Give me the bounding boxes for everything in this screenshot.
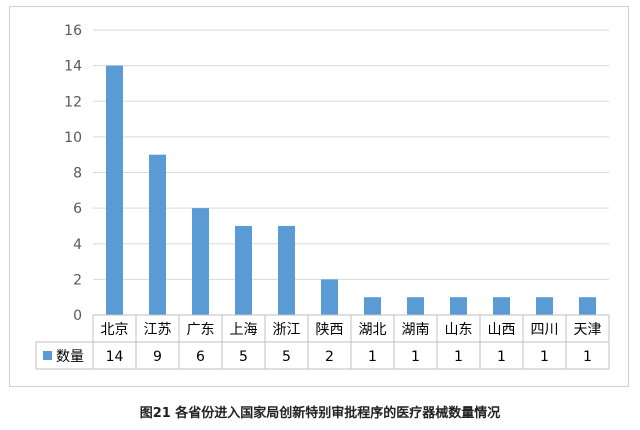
y-tick-label: 6: [73, 201, 82, 217]
category-label: 天津: [574, 322, 602, 338]
bar: [106, 65, 123, 315]
bar: [149, 154, 166, 315]
figure-caption: 图21 各省份进入国家局创新特别审批程序的医疗器械数量情况: [139, 406, 501, 421]
category-label: 山东: [445, 322, 473, 338]
data-label: 1: [583, 349, 592, 365]
y-tick-label: 12: [64, 94, 82, 110]
category-label: 广东: [187, 322, 215, 338]
legend-swatch: [43, 351, 52, 360]
category-label: 陕西: [316, 322, 344, 338]
y-tick-label: 4: [73, 237, 82, 253]
y-tick-label: 0: [73, 308, 82, 324]
category-label: 江苏: [144, 322, 172, 338]
data-label: 9: [153, 349, 162, 365]
data-label: 1: [540, 349, 549, 365]
y-axis-ticks: 0 2 4 6 8 10 12 14 16: [64, 23, 82, 324]
bar: [235, 225, 252, 315]
category-label: 湖北: [359, 322, 387, 338]
category-label: 山西: [488, 322, 516, 338]
bar: [579, 297, 596, 315]
bar: [364, 297, 381, 315]
bar: [407, 297, 424, 315]
bar: [192, 208, 209, 315]
bars: [106, 65, 596, 315]
y-tick-label: 2: [73, 272, 82, 288]
data-label: 1: [368, 349, 377, 365]
y-tick-label: 10: [64, 130, 82, 146]
data-label: 6: [196, 349, 205, 365]
category-label: 北京: [101, 322, 129, 338]
bar: [493, 297, 510, 315]
bar: [536, 297, 553, 315]
bar: [278, 225, 295, 315]
legend-label: 数量: [56, 349, 84, 365]
y-tick-label: 8: [73, 166, 82, 182]
data-label: 1: [454, 349, 463, 365]
bar: [450, 297, 467, 315]
data-label: 5: [282, 349, 291, 365]
data-label: 1: [497, 349, 506, 365]
gridlines: [93, 29, 609, 280]
y-tick-label: 16: [64, 23, 82, 39]
data-label: 1: [411, 349, 420, 365]
category-label: 浙江: [273, 322, 301, 338]
bar: [321, 279, 338, 315]
chart-frame: [9, 6, 629, 387]
category-label: 四川: [531, 322, 559, 338]
data-label: 14: [106, 349, 124, 365]
category-label: 湖南: [402, 322, 430, 338]
data-label: 5: [239, 349, 248, 365]
category-label: 上海: [230, 322, 258, 338]
data-label: 2: [325, 349, 334, 365]
y-tick-label: 14: [64, 59, 82, 75]
